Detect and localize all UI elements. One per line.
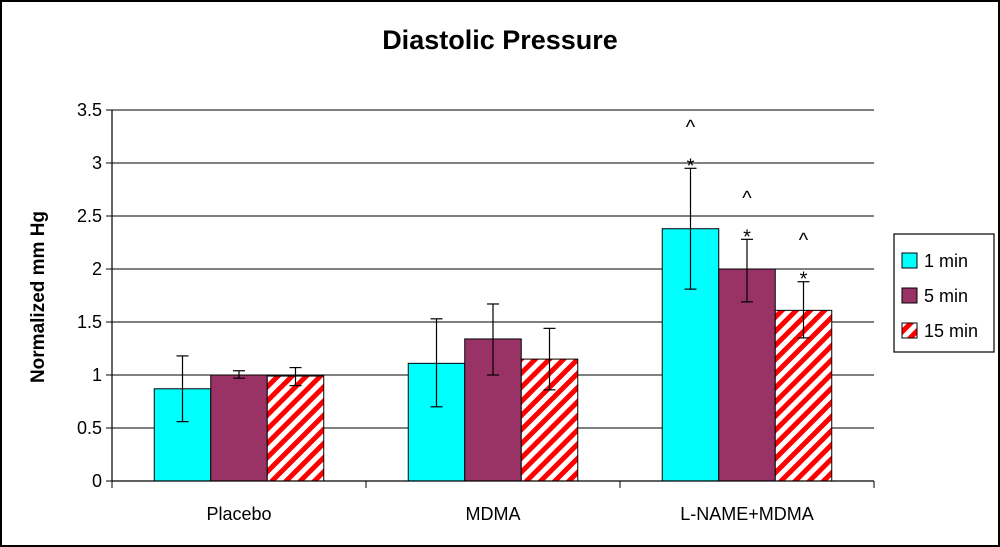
- y-tick-label: 3.5: [77, 100, 102, 120]
- legend: 1 min 5 min 15 min: [893, 233, 995, 353]
- bar: [718, 268, 776, 482]
- asterisk-annotation: *: [800, 269, 808, 291]
- legend-swatch: [901, 287, 918, 304]
- bar: [210, 374, 268, 482]
- axes-layer: 0 0.5 1 1.5 2 2.5 3 3.5 Placebo MDMA L-NAME+MDMA: [77, 100, 875, 524]
- y-tick-label: 2.5: [77, 206, 102, 226]
- bar: [774, 309, 833, 482]
- legend-label: 15 min: [924, 321, 978, 341]
- bar: [266, 375, 325, 482]
- chart-title: Diastolic Pressure: [382, 25, 618, 55]
- y-tick-label: 3: [92, 153, 102, 173]
- y-tick-label: 0.5: [77, 418, 102, 438]
- legend-label: 1 min: [924, 251, 968, 271]
- category-label: MDMA: [466, 504, 521, 524]
- legend-swatch: [901, 322, 918, 339]
- caret-annotation: ^: [799, 230, 809, 252]
- caret-annotation: ^: [686, 116, 696, 138]
- asterisk-annotation: *: [743, 226, 751, 248]
- category-label: Placebo: [206, 504, 271, 524]
- legend-swatch: [901, 252, 918, 269]
- caret-annotation: ^: [742, 187, 752, 209]
- y-tick-label: 2: [92, 259, 102, 279]
- y-tick-label: 0: [92, 471, 102, 491]
- y-tick-label: 1.5: [77, 312, 102, 332]
- category-label: L-NAME+MDMA: [680, 504, 814, 524]
- y-tick-label: 1: [92, 365, 102, 385]
- asterisk-annotation: *: [687, 155, 695, 177]
- y-axis-label: Normalized mm Hg: [28, 211, 49, 383]
- legend-label: 5 min: [924, 286, 968, 306]
